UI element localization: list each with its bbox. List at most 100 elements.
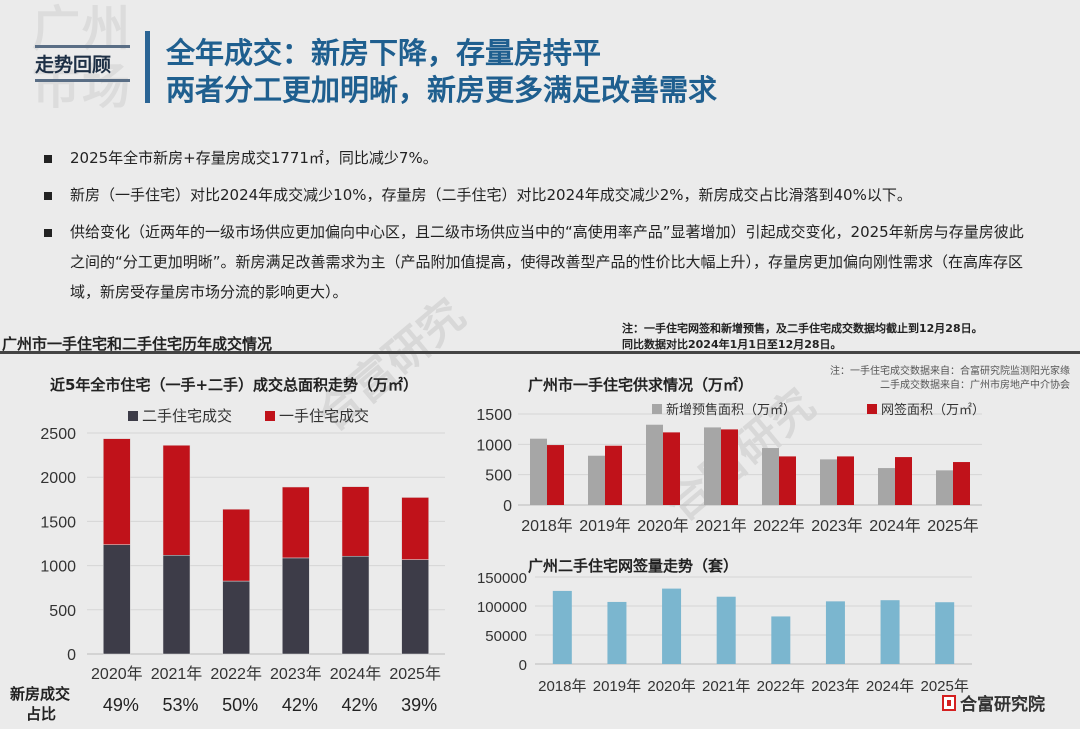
x-tick-label: 2021年 xyxy=(151,665,203,683)
legend-label: 一手住宅成交 xyxy=(279,407,369,425)
x-tick-label: 2020年 xyxy=(91,665,143,683)
bar-first-hand xyxy=(162,445,191,556)
legend-swatch xyxy=(265,411,275,421)
bar-first-hand xyxy=(103,438,131,545)
legend-swatch xyxy=(128,411,138,421)
section-tag: 走势回顾 xyxy=(35,54,112,76)
share-label-line1: 新房成交 xyxy=(10,685,71,703)
x-tick-label: 2019年 xyxy=(593,678,641,695)
y-tick-label: 50000 xyxy=(485,628,527,645)
note-line-1: 注：一手住宅网签和新增预售，及二手住宅成交数据均截止到12月28日。 xyxy=(622,322,983,335)
bar-resale-count xyxy=(771,616,791,664)
bar-signed-area xyxy=(895,457,912,505)
bar-second-hand xyxy=(103,544,131,655)
x-tick-label: 2025年 xyxy=(389,665,441,683)
y-tick-label: 1000 xyxy=(476,437,512,454)
share-label: 新房成交 占比 xyxy=(10,684,70,724)
y-tick-label: 2500 xyxy=(40,426,76,443)
logo-icon xyxy=(942,694,956,711)
y-tick-label: 150000 xyxy=(477,570,527,587)
bar-signed-area xyxy=(605,445,622,505)
section-divider xyxy=(0,351,1080,354)
bar-presale-area xyxy=(704,427,721,505)
bullet-text-2: 新房（一手住宅）对比2024年成交减少10%，存量房（二手住宅）对比2024年成… xyxy=(70,186,912,204)
x-tick-label: 2023年 xyxy=(270,665,322,683)
x-tick-label: 2025年 xyxy=(927,517,979,535)
bar-resale-count xyxy=(935,602,955,664)
chart2-title: 广州市一手住宅供求情况（万㎡） xyxy=(528,376,754,394)
y-tick-label: 1500 xyxy=(40,514,76,531)
x-tick-label: 2019年 xyxy=(579,517,631,535)
x-tick-label: 2025年 xyxy=(921,678,969,695)
share-label-line2: 占比 xyxy=(26,705,57,723)
share-value: 49% xyxy=(103,695,139,715)
bar-first-hand xyxy=(341,486,370,557)
bar-resale-count xyxy=(825,601,845,664)
legend-label: 新增预售面积（万㎡） xyxy=(666,402,796,418)
y-tick-label: 0 xyxy=(503,498,512,515)
bar-first-hand xyxy=(401,497,429,560)
bar-resale-count xyxy=(716,596,736,664)
page-title-line2: 两者分工更加明晰，新房更多满足改善需求 xyxy=(166,73,718,107)
bar-signed-area xyxy=(547,445,564,505)
y-tick-label: 100000 xyxy=(477,599,527,616)
bar-resale-count xyxy=(607,601,627,664)
tag-line-bottom xyxy=(35,79,130,82)
bar-first-hand xyxy=(282,486,310,559)
x-tick-label: 2018年 xyxy=(521,517,573,535)
y-tick-label: 1000 xyxy=(40,559,76,576)
chart3-title: 广州二手住宅网签量走势（套） xyxy=(528,557,739,575)
legend-label: 网签面积（万㎡） xyxy=(881,402,985,418)
x-tick-label: 2022年 xyxy=(757,678,805,695)
y-tick-label: 2000 xyxy=(40,470,76,487)
y-tick-label: 0 xyxy=(67,647,76,664)
page-title-line1: 全年成交：新房下降，存量房持平 xyxy=(166,36,602,70)
bar-signed-area xyxy=(837,456,854,505)
x-tick-label: 2020年 xyxy=(647,678,695,695)
bar-resale-count xyxy=(880,600,900,664)
share-value: 50% xyxy=(222,695,258,715)
x-tick-label: 2018年 xyxy=(538,678,586,695)
x-tick-label: 2021年 xyxy=(702,678,750,695)
legend-label: 二手住宅成交 xyxy=(142,407,232,425)
share-value: 39% xyxy=(401,695,437,715)
x-tick-label: 2022年 xyxy=(210,665,262,683)
bar-first-hand xyxy=(222,508,250,582)
bar-signed-area xyxy=(953,462,970,505)
y-tick-label: 1500 xyxy=(476,407,512,424)
bar-signed-area xyxy=(779,456,796,505)
source-note-1: 注：一手住宅成交数据来自：合富研究院监测阳光家缘 xyxy=(830,366,1070,377)
bar-resale-count xyxy=(662,588,682,664)
bar-presale-area xyxy=(936,470,953,505)
x-tick-label: 2020年 xyxy=(637,517,689,535)
x-tick-label: 2022年 xyxy=(753,517,805,535)
bullet-marker xyxy=(44,192,52,200)
logo-text: 合富研究院 xyxy=(960,695,1045,715)
y-tick-label: 500 xyxy=(485,468,512,485)
x-tick-label: 2024年 xyxy=(869,517,921,535)
x-tick-label: 2021年 xyxy=(695,517,747,535)
bar-signed-area xyxy=(663,432,680,505)
legend-swatch xyxy=(652,404,662,414)
section-title: 广州市一手住宅和二手住宅历年成交情况 xyxy=(2,335,273,353)
bullet-text-3: 供给变化（近两年的一级市场供应更加偏向中心区，且二级市场供应当中的“高使用率产品… xyxy=(70,223,1024,301)
y-tick-label: 0 xyxy=(519,657,527,674)
bar-second-hand xyxy=(341,555,370,655)
bullet-text-1: 2025年全市新房+存量房成交1771㎡，同比减少7%。 xyxy=(70,149,438,167)
brand-logo: 合富研究院 xyxy=(942,690,1045,715)
share-value: 42% xyxy=(282,695,318,715)
bar-resale-count xyxy=(552,590,572,664)
x-tick-label: 2024年 xyxy=(866,678,914,695)
bar-presale-area xyxy=(762,448,779,505)
chart1-title: 近5年全市住宅（一手+二手）成交总面积走势（万㎡） xyxy=(50,376,419,394)
y-tick-label: 500 xyxy=(49,603,76,620)
legend-swatch xyxy=(867,404,877,414)
bar-presale-area xyxy=(820,459,837,505)
bar-second-hand xyxy=(222,580,250,655)
bullet-marker xyxy=(44,155,52,163)
tag-line-top xyxy=(35,45,130,48)
bar-presale-area xyxy=(878,468,895,505)
bar-second-hand xyxy=(162,555,191,655)
x-tick-label: 2023年 xyxy=(811,678,859,695)
